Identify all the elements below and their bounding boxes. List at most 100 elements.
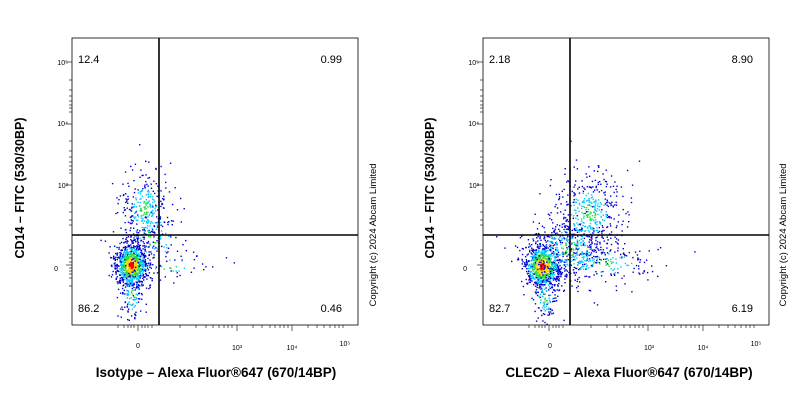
- event-dot: [581, 180, 583, 182]
- event-dot: [542, 249, 545, 252]
- event-dot: [581, 245, 583, 247]
- event-dot: [152, 222, 154, 224]
- x-tick-label: 10⁴: [698, 345, 709, 352]
- event-dot: [544, 301, 546, 303]
- event-dot: [128, 208, 131, 211]
- event-dot: [586, 255, 588, 258]
- event-dot: [564, 275, 567, 277]
- event-dot: [144, 230, 146, 232]
- event-dot: [638, 265, 640, 267]
- event-dot: [157, 241, 159, 244]
- event-dot: [138, 257, 140, 260]
- event-dot: [129, 275, 131, 278]
- event-dot: [572, 235, 574, 238]
- event-dot: [546, 279, 548, 281]
- event-dot: [137, 268, 139, 270]
- event-dot: [549, 184, 552, 187]
- event-dot: [533, 273, 535, 275]
- event-dot: [560, 266, 563, 269]
- event-dot: [135, 281, 138, 283]
- event-dot: [132, 303, 134, 305]
- event-dot: [554, 283, 556, 286]
- event-dot: [132, 276, 134, 278]
- event-dot: [564, 168, 566, 170]
- event-dot: [112, 258, 115, 260]
- event-dot: [628, 221, 630, 223]
- event-dot: [534, 265, 536, 268]
- event-dot: [537, 272, 539, 274]
- event-dot: [574, 184, 576, 186]
- event-dot: [615, 258, 617, 260]
- event-dot: [541, 270, 543, 273]
- event-dot: [547, 274, 549, 276]
- event-dot: [116, 276, 118, 278]
- event-dot: [127, 268, 130, 270]
- event-dot: [576, 215, 578, 217]
- event-dot: [136, 229, 139, 231]
- event-dot: [566, 259, 568, 261]
- y-tick-label: 0: [463, 266, 467, 273]
- event-dot: [558, 282, 560, 285]
- event-dot: [585, 268, 587, 270]
- event-dot: [600, 271, 602, 273]
- event-dot: [549, 281, 551, 284]
- event-dot: [593, 230, 595, 232]
- event-dot: [595, 186, 597, 189]
- event-dot: [547, 279, 549, 281]
- event-dot: [132, 220, 134, 222]
- event-dot: [561, 223, 564, 225]
- event-dot: [571, 243, 573, 245]
- event-dot: [596, 224, 598, 226]
- event-dot: [532, 283, 535, 286]
- event-dot: [552, 289, 555, 291]
- event-dot: [616, 242, 619, 244]
- event-dot: [538, 307, 540, 309]
- event-dot: [578, 202, 581, 205]
- event-dot: [544, 266, 547, 268]
- event-dot: [576, 254, 578, 256]
- event-dot: [558, 238, 560, 240]
- event-dot: [133, 276, 135, 278]
- event-dot: [135, 197, 137, 199]
- event-dot: [594, 221, 596, 223]
- event-dot: [145, 263, 147, 266]
- event-dot: [143, 256, 146, 258]
- event-dot: [159, 264, 161, 267]
- event-dot: [563, 228, 565, 231]
- event-dot: [126, 259, 128, 261]
- event-dot: [553, 277, 555, 279]
- event-dot: [625, 212, 627, 215]
- event-dot: [601, 252, 603, 254]
- event-dot: [528, 243, 531, 245]
- event-dot: [531, 297, 533, 299]
- event-dot: [605, 201, 608, 204]
- event-dot: [565, 220, 567, 222]
- event-dot: [535, 249, 537, 251]
- event-dot: [567, 214, 570, 216]
- event-dot: [145, 273, 148, 276]
- event-dot: [550, 270, 553, 273]
- event-dot: [554, 294, 556, 296]
- event-dot: [532, 265, 535, 268]
- event-dot: [548, 269, 550, 272]
- event-dot: [161, 233, 164, 235]
- event-dot: [592, 198, 594, 200]
- event-dot: [582, 213, 585, 215]
- event-dot: [157, 185, 159, 187]
- event-dot: [124, 276, 126, 278]
- event-dot: [557, 262, 560, 264]
- event-dot: [134, 270, 136, 272]
- event-dot: [598, 226, 600, 229]
- event-dot: [114, 265, 116, 267]
- event-dot: [576, 222, 578, 224]
- event-dot: [233, 262, 235, 264]
- event-dot: [131, 262, 133, 264]
- event-dot: [145, 287, 148, 289]
- event-dot: [145, 203, 147, 205]
- event-dot: [606, 263, 609, 265]
- event-dot: [541, 254, 543, 257]
- event-dot: [129, 303, 131, 306]
- event-dot: [557, 251, 560, 253]
- event-dot: [542, 279, 544, 281]
- event-dot: [606, 247, 608, 249]
